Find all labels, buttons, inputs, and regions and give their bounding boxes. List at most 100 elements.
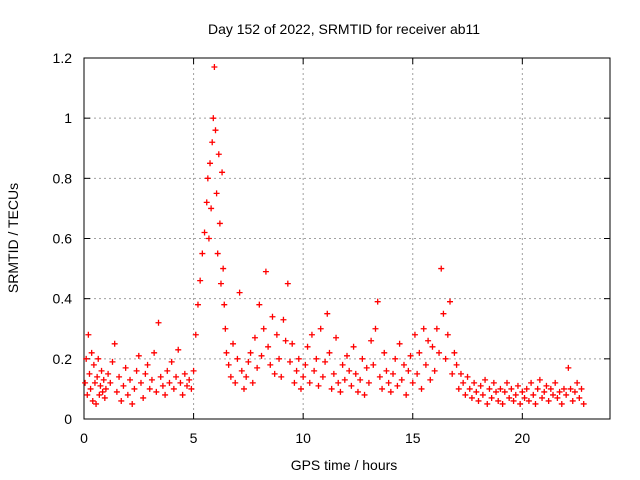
data-point: [506, 394, 513, 401]
data-point: [449, 370, 456, 377]
data-point: [251, 334, 258, 341]
data-point: [82, 379, 89, 386]
x-tick-label: 10: [295, 430, 311, 446]
data-point: [245, 358, 252, 365]
data-point: [436, 349, 443, 356]
data-point: [337, 388, 344, 395]
data-point: [142, 370, 149, 377]
data-point: [199, 250, 206, 257]
data-point: [157, 373, 164, 380]
data-point: [111, 340, 118, 347]
data-point: [131, 385, 138, 392]
data-point: [422, 361, 429, 368]
data-point: [556, 388, 563, 395]
chart-title: Day 152 of 2022, SRMTID for receiver ab1…: [208, 21, 480, 37]
data-point: [197, 277, 204, 284]
data-point: [88, 349, 95, 356]
data-point: [490, 379, 497, 386]
data-point: [97, 382, 104, 389]
data-point: [306, 379, 313, 386]
data-point: [293, 367, 300, 374]
data-point: [512, 391, 519, 398]
data-point: [311, 367, 318, 374]
data-point: [109, 358, 116, 365]
data-point: [372, 325, 379, 332]
data-point: [129, 400, 136, 407]
data-point: [357, 376, 364, 383]
data-point: [140, 394, 147, 401]
data-point: [473, 388, 480, 395]
data-point: [569, 397, 576, 404]
data-point: [213, 190, 220, 197]
data-point: [576, 394, 583, 401]
data-point: [203, 199, 210, 206]
axis-ticks: [83, 57, 610, 420]
data-point: [541, 388, 548, 395]
data-point: [214, 250, 221, 257]
data-point: [416, 349, 423, 356]
data-point: [313, 355, 320, 362]
data-point: [249, 379, 256, 386]
data-point: [398, 376, 405, 383]
data-point: [479, 391, 486, 398]
data-point: [240, 385, 247, 392]
data-point: [221, 301, 228, 308]
data-point: [194, 301, 201, 308]
data-point: [396, 340, 403, 347]
data-point: [411, 331, 418, 338]
data-point: [210, 115, 217, 122]
data-point: [135, 352, 142, 359]
data-point: [563, 391, 570, 398]
data-point: [550, 391, 557, 398]
data-point: [164, 367, 171, 374]
data-point: [317, 325, 324, 332]
data-point: [390, 370, 397, 377]
data-point: [207, 160, 214, 167]
data-point: [501, 388, 508, 395]
x-tick-label: 5: [190, 430, 198, 446]
data-point: [144, 361, 151, 368]
data-point: [363, 364, 370, 371]
data-point: [220, 265, 227, 272]
plot-frame: [83, 57, 611, 420]
data-point: [339, 361, 346, 368]
data-point: [418, 385, 425, 392]
data-point: [254, 364, 261, 371]
data-point: [95, 355, 102, 362]
data-point: [162, 391, 169, 398]
data-points: [82, 64, 587, 407]
data-point: [580, 400, 587, 407]
data-point: [370, 361, 377, 368]
data-point: [493, 388, 500, 395]
data-point: [192, 331, 199, 338]
data-point: [105, 370, 112, 377]
data-point: [217, 280, 224, 287]
data-point: [83, 355, 90, 362]
data-point: [280, 316, 287, 323]
y-tick-label: 1.2: [53, 50, 73, 66]
data-point: [113, 388, 120, 395]
data-point: [276, 355, 283, 362]
data-point: [227, 373, 234, 380]
data-point: [352, 370, 359, 377]
data-point: [348, 382, 355, 389]
data-point: [222, 325, 229, 332]
data-point: [289, 340, 296, 347]
data-point: [155, 319, 162, 326]
data-point: [429, 343, 436, 350]
x-tick-label: 0: [80, 430, 88, 446]
data-point: [532, 400, 539, 407]
data-point: [124, 391, 131, 398]
data-point: [394, 382, 401, 389]
y-tick-label: 1: [64, 110, 72, 126]
data-point: [99, 388, 106, 395]
data-point: [146, 385, 153, 392]
data-point: [354, 388, 361, 395]
data-point: [267, 361, 274, 368]
data-point: [93, 400, 100, 407]
data-point: [462, 391, 469, 398]
data-point: [96, 391, 103, 398]
data-point: [148, 376, 155, 383]
data-point: [282, 337, 289, 344]
